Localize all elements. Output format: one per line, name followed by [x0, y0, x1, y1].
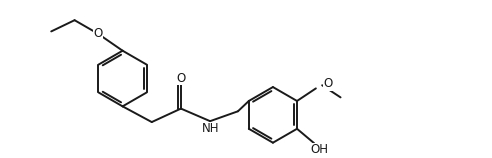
Text: O: O: [324, 77, 333, 90]
Text: O: O: [176, 72, 185, 85]
Text: OH: OH: [310, 143, 329, 156]
Text: O: O: [93, 27, 102, 40]
Text: NH: NH: [202, 122, 219, 135]
